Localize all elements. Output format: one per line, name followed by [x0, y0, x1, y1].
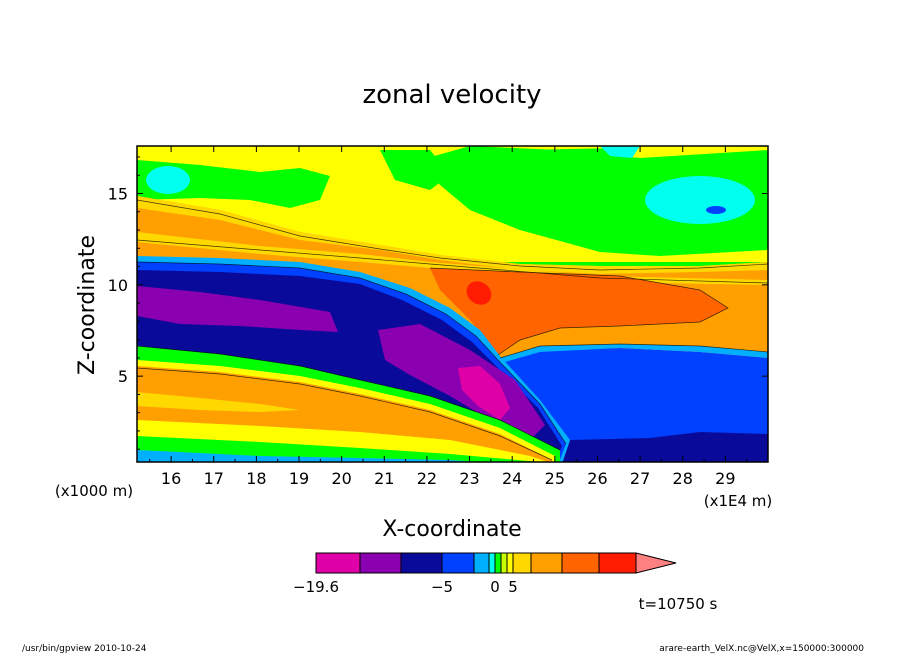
colorbar: −19.6 −5 0 5: [293, 552, 677, 596]
x-tick-label: 24: [502, 469, 522, 488]
y-tick-label: 15: [108, 184, 128, 203]
x-tick-label: 25: [545, 469, 565, 488]
colorbar-segment: [530, 552, 563, 574]
colorbar-segment: [400, 552, 443, 574]
x-tick-label: 29: [715, 469, 735, 488]
x-tick-label: 18: [246, 469, 266, 488]
colorbar-segment: [494, 552, 502, 574]
colorbar-label: 5: [508, 578, 518, 596]
heatmap-field: [137, 146, 768, 462]
y-unit-label: (x1000 m): [55, 482, 133, 500]
colorbar-label: −19.6: [293, 578, 339, 596]
footer-right: arare-earth_VelX.nc@VelX,x=150000:300000: [659, 644, 864, 654]
plot-frame: [136, 145, 769, 463]
colorbar-arrow: [635, 552, 677, 574]
colorbar-label: −5: [431, 578, 453, 596]
x-tick-label: 23: [459, 469, 479, 488]
y-axis-label: Z-coordinate: [75, 235, 100, 375]
cyan-patch: [146, 166, 190, 194]
x-tick-label: 16: [161, 469, 181, 488]
jet-maximum: [466, 281, 492, 305]
x-tick-label: 22: [417, 469, 437, 488]
footer-left: /usr/bin/gpview 2010-10-24: [22, 644, 147, 654]
colorbar-segment: [488, 552, 496, 574]
chart-title: zonal velocity: [362, 80, 541, 110]
x-tick-label: 20: [331, 469, 351, 488]
x-tick-label: 26: [587, 469, 607, 488]
x-tick-label: 21: [374, 469, 394, 488]
strongest-negative-band: [137, 286, 338, 332]
colorbar-segment: [561, 552, 600, 574]
colorbar-segment: [512, 552, 532, 574]
x-tick-label: 17: [204, 469, 224, 488]
x-axis-label: X-coordinate: [382, 517, 521, 542]
x-tick-label: 27: [630, 469, 650, 488]
colorbar-segment: [315, 552, 361, 574]
colorbar-segment: [598, 552, 637, 574]
positive-jet: [430, 268, 728, 355]
colorbar-segment: [506, 552, 514, 574]
colorbar-segment: [359, 552, 402, 574]
colorbar-segment: [473, 552, 490, 574]
axes: 16 17 18 19 20 21 22 23 24 25 26 27 28 29 5 10 15: [108, 146, 768, 488]
colorbar-segment: [441, 552, 475, 574]
y-tick-label: 10: [108, 276, 128, 295]
y-tick-label: 5: [118, 367, 128, 386]
colorbar-label: 0: [490, 578, 500, 596]
x-unit-label: (x1E4 m): [704, 492, 773, 510]
colorbar-segment: [500, 552, 508, 574]
time-label: t=10750 s: [639, 595, 718, 613]
x-tick-label: 28: [673, 469, 693, 488]
minimum-core: [458, 366, 510, 420]
x-tick-label: 19: [289, 469, 309, 488]
